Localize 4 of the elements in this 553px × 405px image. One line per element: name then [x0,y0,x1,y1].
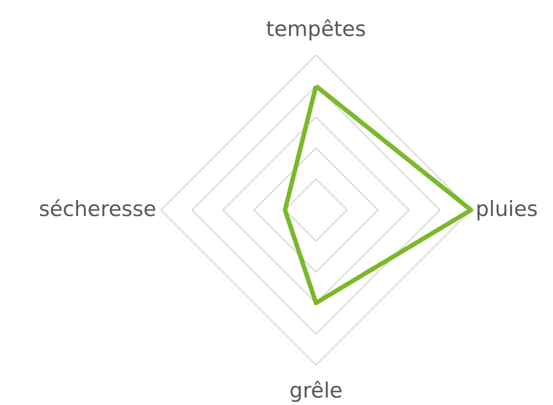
spoke-label: grêle [289,378,343,402]
spoke-label: pluies [476,197,538,221]
spoke-label: sécheresse [38,197,156,221]
spoke-label: tempêtes [266,17,366,42]
